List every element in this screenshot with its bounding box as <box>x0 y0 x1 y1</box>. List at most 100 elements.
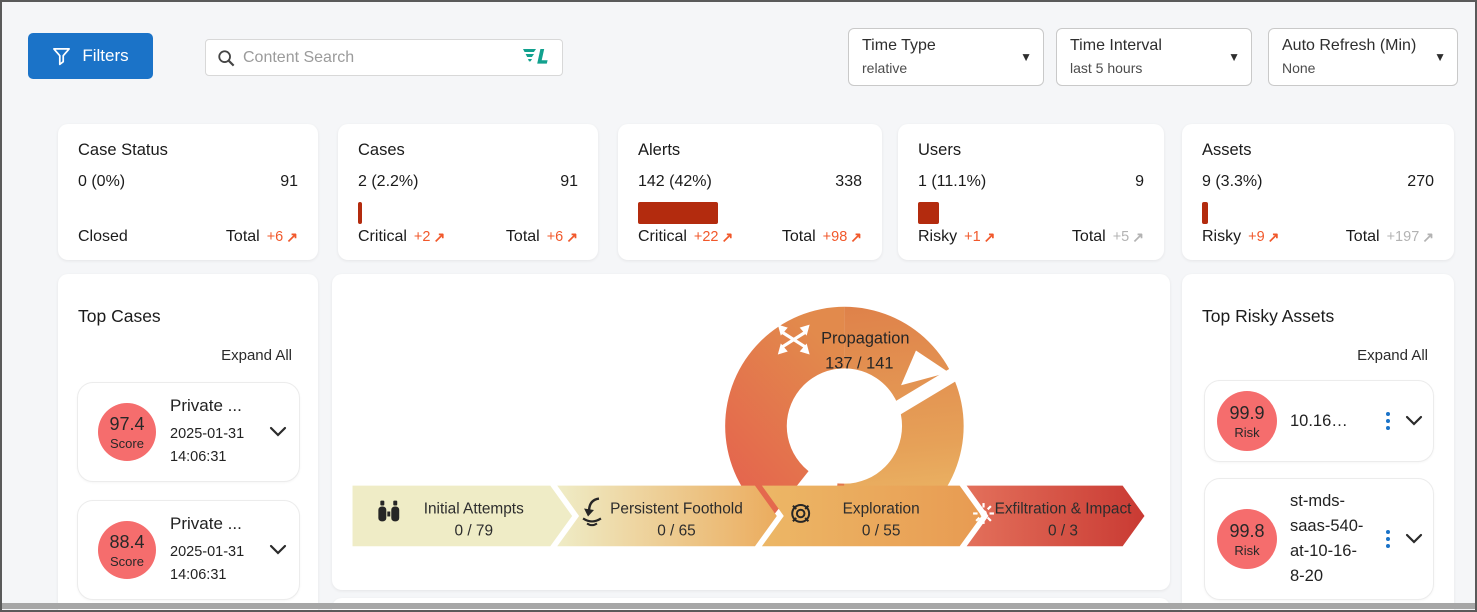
critical-delta-link[interactable]: +22 ↗ <box>693 228 734 246</box>
asset-risk-badge: 99.8 Risk <box>1217 509 1277 569</box>
stat-bar-track <box>1202 202 1392 224</box>
stat-footer-right-label: Total <box>1071 228 1106 245</box>
time-type-dropdown[interactable]: Time Type relative ▼ <box>848 28 1044 86</box>
attack-chain-card: Initial Attempts 0 / 79 Persistent Footh… <box>332 274 1170 590</box>
stat-left-value: 142 (42%) <box>638 173 712 190</box>
stat-footer-left-label: Closed <box>78 228 128 245</box>
trend-up-icon: ↗ <box>566 228 578 245</box>
filters-button-label: Filters <box>82 46 129 65</box>
time-interval-label: Time Interval <box>1070 37 1162 54</box>
trend-up-icon: ↗ <box>1267 228 1280 245</box>
attack-stage-propagation[interactable]: Propagation 137 / 141 <box>777 324 910 373</box>
critical-delta-link[interactable]: +2 ↗ <box>413 228 446 246</box>
query-builder-icon[interactable] <box>523 49 551 66</box>
asset-name: st-mds-saas-540-at-10-16-8-20 <box>1290 492 1364 585</box>
case-row[interactable]: 97.4 Score Private ... 2025-01-31 14:06:… <box>77 382 300 482</box>
stat-bar-track <box>78 202 268 224</box>
stat-footer-left-label: Critical <box>358 228 407 245</box>
trend-up-icon: ↗ <box>983 228 996 245</box>
stat-right-value: 338 <box>835 173 862 190</box>
time-interval-value: last 5 hours <box>1070 60 1143 76</box>
total-delta-link[interactable]: +98 ↗ <box>822 228 862 246</box>
stat-title: Cases <box>358 141 405 159</box>
stat-left-value: 1 (11.1%) <box>918 173 987 190</box>
search-icon <box>218 49 235 66</box>
stage-name: Initial Attempts <box>424 500 524 517</box>
impact-burst-icon <box>973 503 994 524</box>
auto-refresh-value: None <box>1282 60 1316 76</box>
stage-value: 137 / 141 <box>825 354 893 372</box>
asset-row[interactable]: 99.9 Risk 10.16… <box>1204 380 1434 462</box>
stat-title: Users <box>918 141 962 159</box>
stat-footer-left-label: Critical <box>638 228 687 245</box>
total-delta-link[interactable]: +197 ↗ <box>1386 228 1434 246</box>
total-delta-link[interactable]: +6 ↗ <box>546 228 578 246</box>
stat-footer-left-label: Risky <box>918 228 958 245</box>
total-delta-link[interactable]: +6 ↗ <box>266 228 298 246</box>
stat-bar <box>638 202 718 224</box>
search-input[interactable] <box>243 48 515 67</box>
attack-stage-persistent-foothold[interactable]: Persistent Foothold 0 / 65 <box>557 485 777 547</box>
stat-title: Case Status <box>78 141 168 159</box>
stage-value: 0 / 79 <box>454 522 493 539</box>
stat-title: Assets <box>1202 141 1252 159</box>
stat-footer-right-label: Total <box>1345 228 1380 245</box>
top-cases-expand-all[interactable]: Expand All <box>221 347 292 364</box>
time-type-label: Time Type <box>862 37 936 54</box>
stat-right-value: 270 <box>1407 173 1434 190</box>
top-risky-assets-title: Top Risky Assets <box>1202 306 1335 326</box>
risky-delta-link[interactable]: +9 ↗ <box>1248 228 1280 246</box>
stat-card-assets: Assets 9 (3.3%) 270 Risky +9 ↗ Total +19… <box>1182 124 1454 260</box>
attack-stage-exploration[interactable]: Exploration 0 / 55 <box>761 485 982 547</box>
time-type-value: relative <box>862 60 908 76</box>
trend-up-icon: ↗ <box>850 228 862 245</box>
stat-card-alerts: Alerts 142 (42%) 338 Critical +22 ↗ Tota… <box>618 124 882 260</box>
attack-chain-diagram: Initial Attempts 0 / 79 Persistent Footh… <box>352 306 1145 575</box>
total-delta-link[interactable]: +5 ↗ <box>1112 228 1144 246</box>
filters-button[interactable]: Filters <box>28 33 153 79</box>
stat-bar <box>1202 202 1209 224</box>
stage-name: Exfiltration & Impact <box>995 500 1133 517</box>
asset-risk-badge: 99.9 Risk <box>1217 391 1277 451</box>
stat-bar-track <box>358 202 548 224</box>
stage-name: Propagation <box>821 330 909 348</box>
stat-left-value: 9 (3.3%) <box>1202 173 1263 190</box>
chevron-down-icon[interactable] <box>269 426 287 438</box>
asset-row[interactable]: 99.8 Risk st-mds-saas-540-at-10-16-8-20 <box>1204 478 1434 600</box>
kebab-menu-icon[interactable] <box>1384 410 1392 432</box>
trend-up-icon: ↗ <box>1132 228 1144 245</box>
auto-refresh-dropdown[interactable]: Auto Refresh (Min) None ▼ <box>1268 28 1458 86</box>
stat-bar <box>918 202 940 224</box>
trend-up-icon: ↗ <box>1422 228 1434 245</box>
chevron-down-icon[interactable] <box>1405 533 1423 545</box>
chevron-down-icon[interactable] <box>269 544 287 556</box>
chevron-down-icon[interactable] <box>1405 415 1423 427</box>
asset-name: 10.16… <box>1290 411 1348 430</box>
time-interval-dropdown[interactable]: Time Interval last 5 hours ▼ <box>1056 28 1252 86</box>
case-name: Private ... <box>170 514 242 534</box>
caret-down-icon: ▼ <box>1434 50 1446 64</box>
stat-left-value: 0 (0%) <box>78 173 126 190</box>
case-row[interactable]: 88.4 Score Private ... 2025-01-31 14:06:… <box>77 500 300 600</box>
stage-value: 0 / 65 <box>657 522 696 539</box>
attack-stage-exfiltration-impact[interactable]: Exfiltration & Impact 0 / 3 <box>966 485 1145 547</box>
stat-footer-right-label: Total <box>781 228 816 245</box>
content-search-box[interactable] <box>205 39 563 76</box>
stat-title: Alerts <box>638 141 681 159</box>
attack-stage-initial-attempts[interactable]: Initial Attempts 0 / 79 <box>352 485 573 547</box>
caret-down-icon: ▼ <box>1228 50 1240 64</box>
propagation-shuffle-icon <box>777 324 810 355</box>
trend-up-icon: ↗ <box>721 228 734 245</box>
stat-footer-left-label: Risky <box>1202 228 1242 245</box>
horizontal-scrollbar[interactable] <box>2 603 1475 609</box>
stage-value: 0 / 55 <box>862 522 901 539</box>
kebab-menu-icon[interactable] <box>1384 528 1392 550</box>
stat-footer-right-label: Total <box>225 228 260 245</box>
case-timestamp: 2025-01-31 14:06:31 <box>170 426 245 465</box>
trend-up-icon: ↗ <box>433 228 446 245</box>
stat-right-value: 9 <box>1135 173 1144 190</box>
stage-name: Persistent Foothold <box>610 500 743 517</box>
top-risky-assets-expand-all[interactable]: Expand All <box>1357 347 1428 364</box>
risky-delta-link[interactable]: +1 ↗ <box>964 228 996 246</box>
